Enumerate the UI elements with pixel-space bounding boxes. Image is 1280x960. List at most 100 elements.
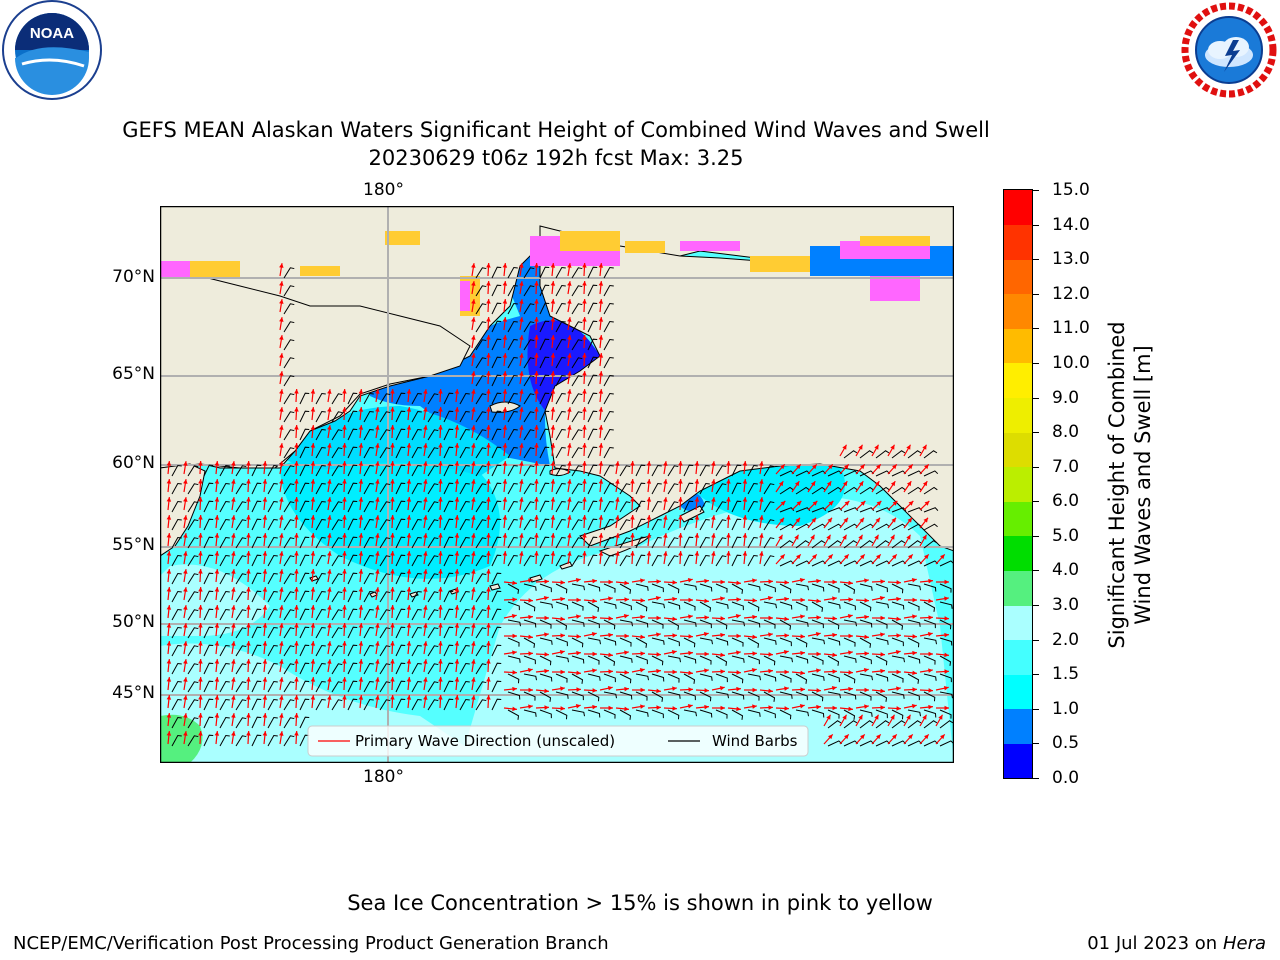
- wave-arrow-head: [231, 587, 236, 592]
- wind-barb: [635, 637, 648, 648]
- wave-arrow-head: [608, 705, 613, 711]
- wind-barb: [283, 735, 295, 747]
- wind-barb: [171, 608, 182, 621]
- wind-barb: [683, 691, 696, 701]
- wave-arrow-head: [796, 500, 802, 506]
- wind-barb: [475, 573, 487, 585]
- wave-arrow-head: [375, 443, 380, 448]
- wave-arrow-head: [534, 479, 539, 484]
- wave-arrow-head: [375, 497, 380, 502]
- wind-barb: [203, 536, 214, 549]
- wind-barb: [475, 357, 487, 369]
- wave-arrow-head: [502, 461, 508, 466]
- wave-arrow-head: [582, 317, 587, 322]
- wave-arrow-head: [262, 713, 268, 718]
- wind-barb: [219, 626, 230, 639]
- lon-label-top: 180°: [363, 180, 404, 200]
- wind-barb: [475, 591, 487, 603]
- wind-barb: [427, 519, 439, 531]
- wind-barb: [507, 446, 518, 459]
- wind-barb: [651, 500, 662, 513]
- wind-barb: [251, 572, 262, 585]
- wave-arrow-head: [800, 650, 805, 656]
- wave-arrow-head: [246, 641, 251, 646]
- colorbar-tick: [1033, 397, 1039, 399]
- wave-arrow-head: [720, 596, 725, 601]
- wind-barb: [299, 608, 310, 621]
- wave-arrow-head: [279, 407, 284, 412]
- colorbar-tick: [1033, 190, 1039, 191]
- wind-barb: [475, 267, 487, 279]
- wind-barb: [539, 284, 550, 297]
- wind-barb: [603, 619, 616, 630]
- wind-barb: [347, 608, 358, 621]
- wave-arrow-head: [895, 650, 901, 655]
- wave-arrow-head: [704, 598, 709, 604]
- wave-arrow-head: [844, 464, 849, 470]
- wave-arrow-head: [279, 263, 284, 268]
- wind-barb: [475, 447, 487, 459]
- wind-barb: [475, 375, 487, 387]
- wave-arrow-head: [944, 616, 949, 621]
- wave-arrow-head: [262, 551, 268, 556]
- wind-barb: [699, 619, 712, 629]
- wind-barb: [427, 555, 439, 567]
- wave-arrow-head: [646, 497, 652, 502]
- wind-barb: [731, 637, 744, 647]
- wave-arrow-head: [375, 389, 380, 394]
- wind-barb: [859, 673, 873, 681]
- wave-arrow-head: [598, 263, 604, 268]
- wind-barb: [187, 483, 199, 495]
- wind-barb: [555, 673, 568, 683]
- wave-arrow-head: [262, 731, 268, 736]
- wave-arrow-head: [294, 659, 299, 664]
- wind-barb: [603, 691, 617, 699]
- wave-arrow-head: [726, 461, 731, 466]
- wind-barb: [171, 662, 182, 675]
- wave-arrow-head: [928, 651, 933, 657]
- wind-barb: [587, 320, 598, 333]
- wind-barb: [571, 465, 583, 477]
- wave-arrow-head: [742, 479, 748, 484]
- wind-barb: [443, 410, 454, 423]
- wave-arrow-head: [231, 713, 236, 718]
- wind-barb: [891, 691, 905, 699]
- wind-barb: [539, 619, 552, 629]
- wave-arrow-head: [279, 569, 284, 574]
- map-title-line1: GEFS MEAN Alaskan Waters Significant Hei…: [122, 118, 990, 142]
- wind-barb: [619, 483, 631, 495]
- wave-arrow-head: [471, 587, 476, 592]
- wind-barb: [283, 447, 295, 459]
- wave-arrow-head: [486, 515, 491, 520]
- wind-barb: [683, 709, 697, 717]
- wind-barb: [315, 464, 326, 477]
- wave-arrow-head: [908, 554, 913, 560]
- wind-barb: [827, 655, 840, 666]
- wind-barb: [539, 338, 550, 351]
- wind-barb: [795, 486, 810, 495]
- colorbar-tick: [1033, 778, 1039, 779]
- wave-arrow-head: [342, 479, 347, 484]
- wind-barb: [443, 392, 454, 405]
- wind-barb: [443, 518, 454, 531]
- wind-barb: [475, 339, 487, 351]
- wind-barb: [923, 540, 938, 549]
- wave-arrow-head: [198, 659, 203, 664]
- wind-barb: [875, 583, 888, 593]
- wind-barb: [923, 619, 936, 629]
- wind-barb: [571, 429, 583, 441]
- wave-arrow-head: [327, 461, 332, 466]
- wave-arrow-head: [214, 605, 220, 610]
- wind-barb: [587, 536, 598, 549]
- wind-barb: [331, 591, 343, 603]
- wind-barb: [923, 486, 938, 495]
- wind-barb: [267, 572, 278, 585]
- wind-barb: [555, 500, 566, 513]
- colorbar-tick-label: 4.0: [1052, 560, 1080, 581]
- wind-barb: [907, 523, 922, 531]
- colorbar-segment: [1004, 708, 1032, 744]
- wind-barb: [891, 601, 905, 610]
- colorbar-title-line1: Significant Height of Combined: [1105, 321, 1129, 649]
- wind-barb: [587, 284, 598, 297]
- wind-barb: [635, 709, 649, 717]
